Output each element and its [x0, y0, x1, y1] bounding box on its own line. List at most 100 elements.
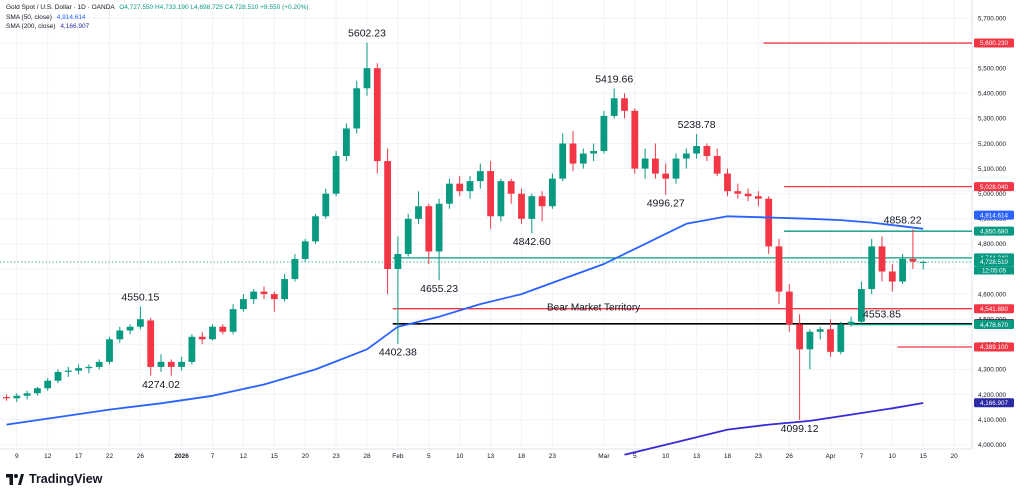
x-tick-label: 23 — [332, 453, 340, 460]
price-tag: 4,728.510 — [974, 257, 1014, 267]
x-tick-label: 12 — [240, 453, 248, 460]
candle-down — [827, 329, 834, 352]
candle-up — [610, 98, 618, 116]
price-tag-box — [974, 304, 1014, 314]
candle-up — [394, 253, 402, 269]
candle-down — [909, 258, 917, 262]
symbol-title: Gold Spot / U.S. Dollar · 1D · OANDA — [6, 4, 115, 11]
x-tick-label: 26 — [786, 453, 794, 460]
candlestick-series — [3, 42, 927, 420]
sma50-legend[interactable]: SMA (50, close) 4,914.614 — [6, 13, 309, 23]
x-tick-label: 7 — [860, 453, 864, 460]
candle-up — [672, 158, 680, 179]
candle-down — [878, 246, 886, 272]
x-tick-label: 26 — [137, 453, 145, 460]
candle-up — [343, 128, 350, 157]
candle-up — [116, 330, 124, 340]
candle-down — [662, 173, 670, 179]
tradingview-logo-icon — [6, 473, 24, 485]
price-annotation: 4550.15 — [121, 292, 159, 304]
moving-averages — [6, 215, 924, 456]
candle-up — [641, 158, 649, 169]
candle-down — [652, 158, 659, 174]
candle-down — [518, 193, 525, 219]
candle-down — [713, 156, 721, 174]
price-tag: 4,850.680 — [974, 226, 1014, 236]
candle-up — [404, 218, 412, 254]
price-tag: 5,028.040 — [974, 182, 1014, 192]
price-tag: 4,914.614 — [974, 210, 1014, 220]
price-annotation: 4842.60 — [513, 236, 551, 248]
tradingview-logo-text: TradingView — [29, 472, 103, 486]
price-tag-box — [974, 38, 1014, 48]
candle-up — [54, 371, 62, 381]
horizontal-levels — [0, 42, 972, 348]
candle-down — [147, 320, 155, 367]
candle-up — [919, 261, 927, 263]
candle-down — [734, 191, 742, 194]
candle-down — [507, 181, 515, 194]
candle-up — [579, 153, 587, 164]
price-annotation: Bear Market Territory — [547, 302, 640, 313]
price-tag: 5,600.230 — [974, 38, 1014, 48]
sma50-value: 4,914.614 — [56, 13, 86, 21]
price-tag-box — [974, 398, 1014, 408]
candle-up — [75, 368, 82, 371]
x-tick-label: Apr — [825, 453, 836, 460]
x-tick-label: 13 — [693, 453, 701, 460]
price-annotation: 4274.02 — [142, 379, 180, 391]
candle-down — [219, 326, 227, 332]
candle-down — [198, 336, 206, 340]
candle-up — [682, 153, 690, 159]
candle-up — [332, 156, 340, 194]
countdown-box — [974, 266, 1014, 275]
sma200-label: SMA (200, close) — [6, 23, 56, 30]
candle-up — [806, 331, 814, 350]
price-annotation: 5419.66 — [595, 73, 633, 85]
y-tick-label: 5,400.000 — [978, 91, 1007, 98]
candle-down — [744, 193, 752, 197]
candle-down — [384, 161, 391, 269]
candle-down — [775, 246, 783, 292]
price-annotations: 5602.23 5419.66 5238.78 4996.27 4842.60 4858.… — [121, 28, 921, 435]
candle-down — [487, 171, 494, 217]
candle-up — [446, 183, 453, 204]
price-axis[interactable]: 4,000.0004,100.0004,200.0004,300.0004,40… — [974, 15, 1014, 449]
candle-up — [301, 241, 309, 259]
price-tag-label: 5,600.230 — [980, 40, 1009, 47]
candle-up — [415, 206, 422, 219]
price-annotation: 4099.12 — [781, 423, 819, 435]
candle-down — [260, 291, 268, 295]
candle-down — [796, 324, 803, 350]
x-tick-label: 2026 — [174, 453, 189, 460]
price-tag: 4,478.670 — [974, 320, 1014, 330]
price-tag: 4,541.880 — [974, 304, 1014, 314]
tradingview-logo[interactable]: TradingView — [6, 472, 102, 486]
sma200-legend[interactable]: SMA (200, close) 4,166.907 — [6, 22, 309, 32]
x-tick-label: 12 — [44, 453, 52, 460]
price-annotation: 4553.85 — [863, 309, 901, 321]
time-axis[interactable]: 9 12 17 22 26 2026 7 12 15 20 23 28 Feb 5 10 13 18 23 Mar 5… — [15, 453, 958, 460]
chart-grid — [0, 0, 973, 450]
candle-down — [569, 143, 577, 164]
x-tick-label: 13 — [487, 453, 495, 460]
candle-up — [64, 370, 72, 372]
price-tag: 4,389.100 — [974, 342, 1014, 352]
candle-up — [549, 178, 556, 207]
x-tick-label: 15 — [920, 453, 928, 460]
candle-down — [3, 397, 10, 399]
candle-up — [899, 258, 906, 282]
y-tick-label: 4,300.000 — [978, 367, 1007, 374]
price-annotation: 4402.38 — [379, 347, 417, 359]
y-tick-label: 4,800.000 — [978, 241, 1007, 248]
price-tag-label: 4,728.510 — [980, 259, 1009, 266]
price-tag-box — [974, 342, 1014, 352]
candle-up — [250, 291, 258, 300]
candle-up — [590, 151, 597, 154]
candle-down — [425, 206, 433, 252]
candle-up — [693, 146, 700, 154]
candle-up — [137, 319, 144, 327]
candle-down — [703, 146, 711, 157]
x-tick-label: 15 — [271, 453, 279, 460]
